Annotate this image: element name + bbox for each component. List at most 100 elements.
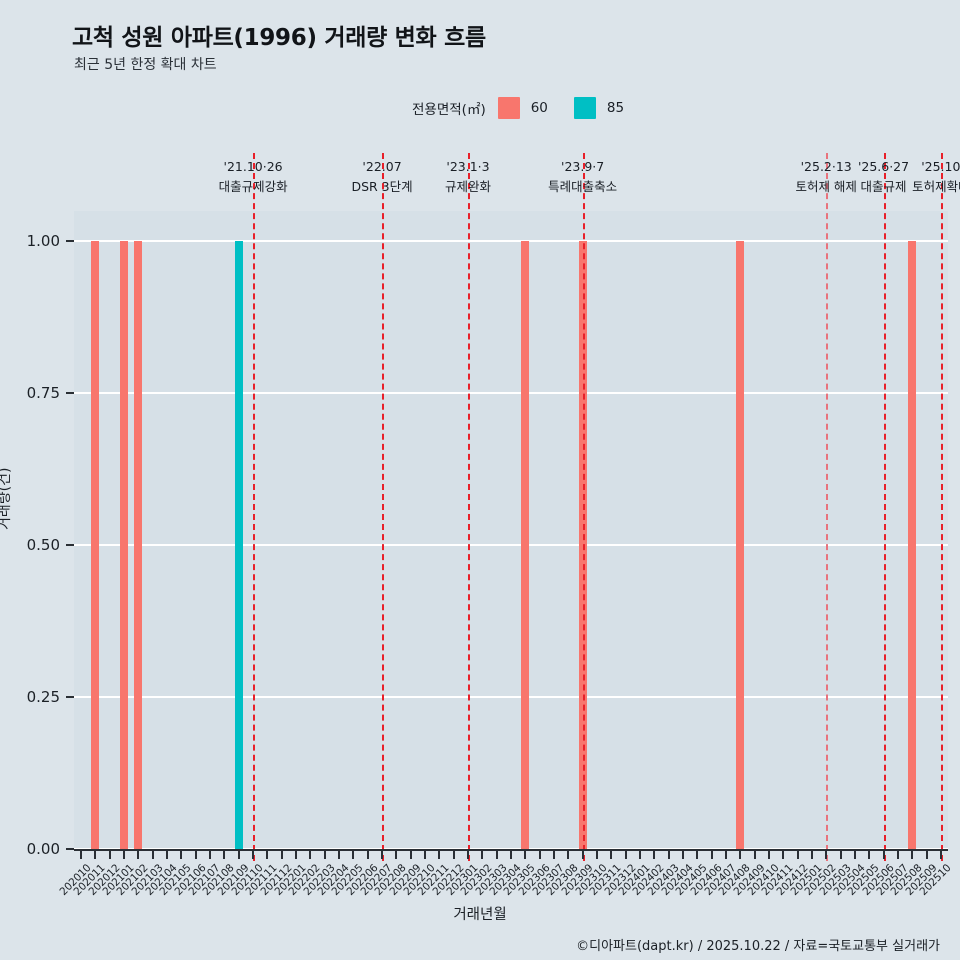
y-tick-0.25 [66, 696, 74, 699]
x-tick-202509 [925, 851, 928, 859]
event-label-202510: '25.10 토허제확대 [912, 157, 960, 197]
legend-swatch-60 [497, 97, 520, 119]
x-tick-202410 [767, 851, 770, 859]
x-tick-202102 [137, 851, 140, 859]
x-tick-202104 [166, 851, 169, 859]
x-tick-202309 [581, 851, 584, 859]
y-axis-title: 거래량(건) [0, 467, 13, 530]
x-tick-202202 [309, 851, 312, 859]
y-tick-label-0.75: 0.75 [26, 384, 60, 403]
footer-source-note: ©디아파트(dapt.kr) / 2025.10.22 / 자료=국토교통부 실… [576, 939, 940, 954]
x-tick-202207 [381, 851, 384, 859]
x-tick-202404 [681, 851, 684, 859]
y-tick-0.50 [66, 544, 74, 547]
x-tick-202504 [853, 851, 856, 859]
x-tick-202405 [696, 851, 699, 859]
x-tick-202107 [209, 851, 212, 859]
x-tick-202407 [724, 851, 727, 859]
x-tick-202110 [252, 851, 255, 859]
x-tick-202201 [295, 851, 298, 859]
x-tick-202109 [237, 851, 240, 859]
x-tick-202411 [782, 851, 785, 859]
x-tick-202012 [108, 851, 111, 859]
bar-60-202101[interactable] [120, 241, 129, 849]
x-tick-202011 [94, 851, 97, 859]
x-tick-202308 [567, 851, 570, 859]
bar-60-202508[interactable] [908, 241, 917, 849]
x-tick-202205 [352, 851, 355, 859]
x-tick-202507 [896, 851, 899, 859]
x-axis-title: 거래년월 [453, 907, 507, 923]
x-tick-202105 [180, 851, 183, 859]
bar-60-202102[interactable] [134, 241, 143, 849]
x-tick-202209 [409, 851, 412, 859]
x-tick-202412 [796, 851, 799, 859]
x-tick-202108 [223, 851, 226, 859]
event-line-202309 [582, 153, 585, 861]
x-tick-202306 [538, 851, 541, 859]
plot-area [74, 153, 948, 861]
bar-85-202109[interactable] [234, 241, 243, 849]
x-tick-202304 [510, 851, 512, 859]
event-line-202207 [382, 153, 385, 861]
bar-60-202305[interactable] [521, 241, 530, 849]
gridline-y-1.00 [74, 240, 948, 243]
y-tick-0.00 [66, 848, 74, 850]
x-tick-202106 [194, 851, 197, 859]
y-tick-0.75 [66, 392, 74, 395]
x-tick-202212 [452, 851, 455, 859]
x-tick-202403 [667, 851, 670, 859]
event-line-202301 [468, 153, 471, 861]
x-tick-202208 [395, 851, 398, 859]
bar-60-202011[interactable] [91, 241, 100, 849]
x-tick-202301 [467, 851, 470, 859]
x-tick-202210 [424, 851, 427, 859]
x-tick-202502 [825, 851, 828, 859]
x-tick-202506 [882, 851, 885, 859]
y-tick-label-0.25: 0.25 [26, 688, 60, 707]
page-title: 고척 성원 아파트(1996) 거래량 변화 흐름 [72, 25, 486, 51]
x-tick-202203 [323, 851, 326, 859]
y-tick-label-0.50: 0.50 [26, 536, 60, 555]
event-line-202506 [883, 153, 886, 861]
legend-title: 전용면적(㎡) [412, 102, 486, 118]
event-line-202510 [940, 153, 943, 861]
x-tick-202307 [552, 851, 555, 859]
x-tick-202501 [810, 851, 813, 859]
x-tick-202310 [595, 851, 598, 859]
event-text: 토허제확대 [912, 179, 960, 194]
x-tick-202010 [80, 851, 83, 859]
page-subtitle: 최근 5년 한정 확대 차트 [74, 57, 217, 73]
x-tick-202303 [495, 851, 498, 859]
x-tick-202408 [739, 851, 742, 859]
chart-legend: 전용면적(㎡) 60 85 [412, 97, 624, 119]
x-tick-202312 [624, 851, 627, 859]
x-tick-202311 [610, 851, 613, 859]
event-line-202502 [826, 153, 829, 861]
bar-60-202408[interactable] [736, 241, 745, 849]
x-tick-202508 [911, 851, 914, 859]
x-tick-202204 [338, 851, 341, 859]
x-tick-202302 [481, 851, 484, 859]
gridline-y-0.25 [74, 696, 948, 699]
x-tick-202402 [653, 851, 656, 859]
y-tick-label-0.00: 0.00 [26, 840, 60, 858]
x-tick-202112 [280, 851, 283, 859]
x-tick-202505 [868, 851, 871, 859]
legend-swatch-85 [573, 97, 596, 119]
x-tick-202305 [524, 851, 527, 859]
gridline-y-0.50 [74, 544, 948, 547]
gridline-y-0.75 [74, 392, 948, 395]
x-tick-202510 [939, 851, 942, 859]
x-tick-202406 [710, 851, 713, 859]
x-tick-202401 [638, 851, 641, 859]
x-tick-202103 [151, 851, 154, 859]
legend-label-60: 60 [530, 100, 548, 116]
x-tick-202409 [753, 851, 756, 859]
x-tick-202503 [839, 851, 842, 859]
x-tick-202206 [366, 851, 369, 859]
y-tick-label-1.00: 1.00 [26, 232, 60, 251]
x-tick-202211 [438, 851, 441, 859]
event-date: '25.10 [921, 159, 960, 174]
